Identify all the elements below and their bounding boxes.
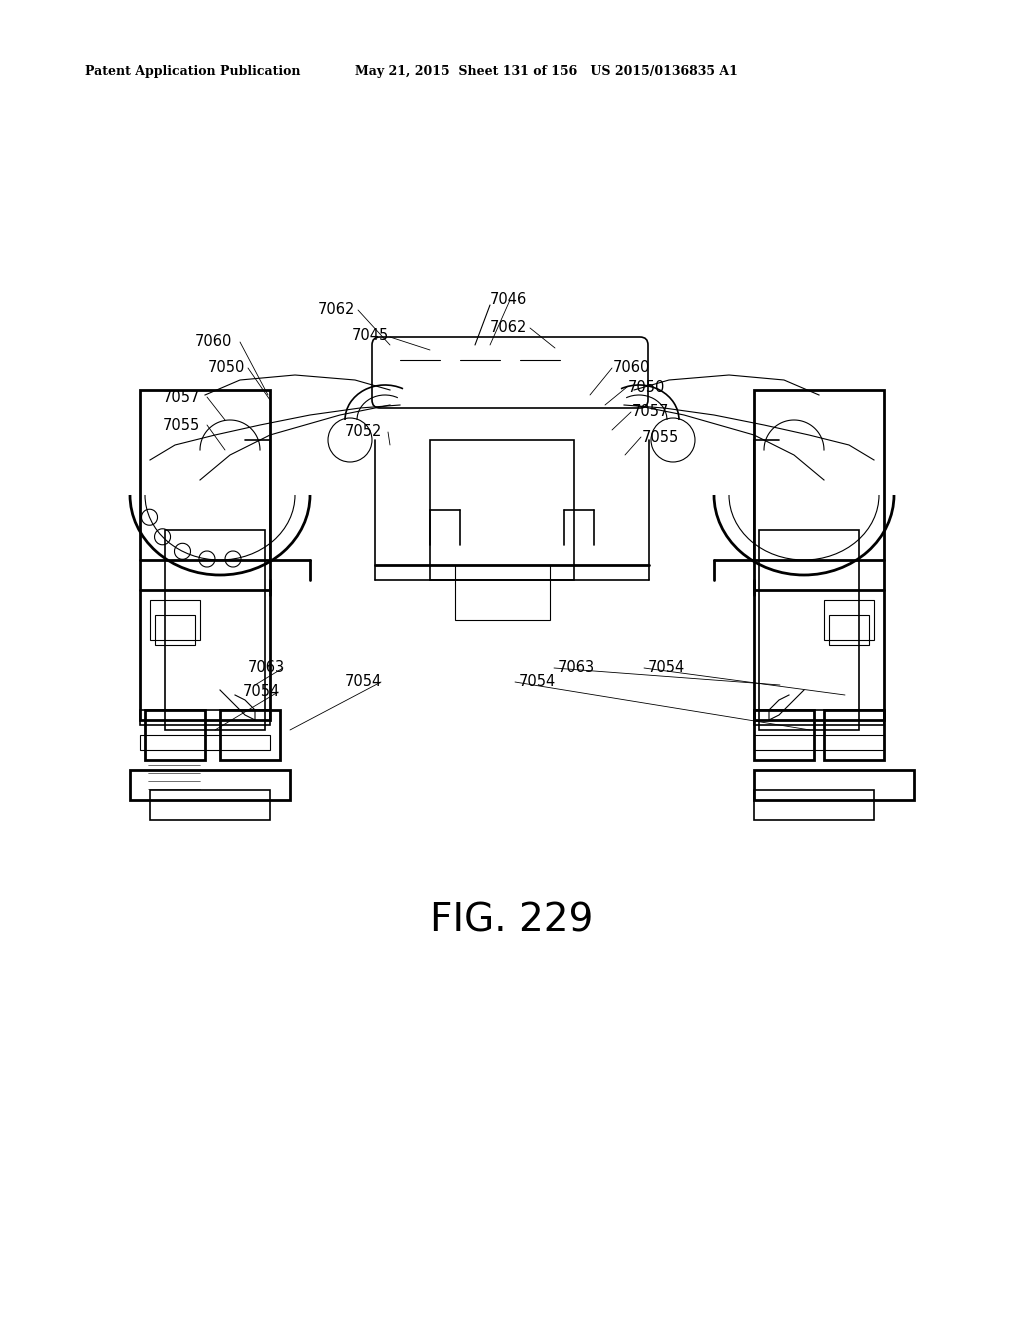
Text: 7055: 7055 [642, 429, 679, 445]
Text: 7062: 7062 [490, 321, 527, 335]
Bar [155, 615, 195, 645]
Text: 7054: 7054 [243, 685, 281, 700]
Bar [455, 565, 550, 620]
Text: 7057: 7057 [163, 389, 201, 404]
Bar [150, 601, 200, 640]
Text: 7054: 7054 [648, 660, 685, 676]
Bar [754, 770, 914, 800]
Bar [145, 710, 205, 760]
Bar [829, 615, 869, 645]
Text: 7045: 7045 [352, 327, 389, 342]
Text: 7063: 7063 [248, 660, 285, 676]
Text: 7054: 7054 [345, 675, 382, 689]
Bar [754, 389, 884, 719]
Bar [754, 735, 884, 750]
Bar [430, 440, 574, 579]
Text: 7050: 7050 [628, 380, 666, 395]
Bar [140, 710, 270, 725]
Text: 7060: 7060 [195, 334, 232, 350]
Bar [140, 389, 270, 719]
Bar [130, 770, 290, 800]
FancyBboxPatch shape [372, 337, 648, 408]
Text: 7055: 7055 [163, 417, 201, 433]
Text: 7054: 7054 [519, 675, 556, 689]
Bar [140, 735, 270, 750]
Bar [150, 789, 270, 820]
Bar [754, 789, 874, 820]
Text: 7063: 7063 [558, 660, 595, 676]
Text: 7062: 7062 [318, 302, 355, 318]
Bar [754, 710, 884, 725]
Text: Patent Application Publication: Patent Application Publication [85, 65, 300, 78]
Text: 7057: 7057 [632, 404, 670, 420]
Text: FIG. 229: FIG. 229 [430, 902, 594, 939]
Bar [754, 710, 814, 760]
Text: 7052: 7052 [345, 425, 382, 440]
Text: 7050: 7050 [208, 360, 246, 375]
Text: May 21, 2015  Sheet 131 of 156   US 2015/0136835 A1: May 21, 2015 Sheet 131 of 156 US 2015/01… [355, 65, 738, 78]
Bar [824, 710, 884, 760]
Bar [824, 601, 874, 640]
Text: 7046: 7046 [490, 293, 527, 308]
Bar [220, 710, 280, 760]
Text: 7060: 7060 [613, 360, 650, 375]
Bar [759, 531, 859, 730]
Bar [165, 531, 265, 730]
